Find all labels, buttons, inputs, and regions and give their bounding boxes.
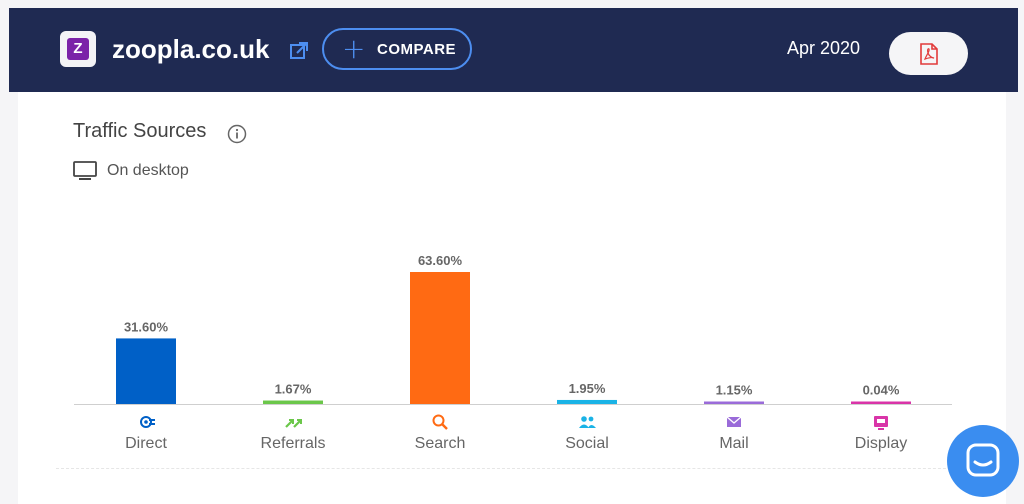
plus-icon: + — [342, 32, 366, 65]
category-label-social: Social — [565, 435, 609, 452]
logo-letter: Z — [67, 38, 89, 60]
compare-button[interactable]: + COMPARE — [322, 28, 472, 70]
bar-mail — [704, 401, 764, 404]
pdf-export-button[interactable] — [889, 32, 968, 75]
value-label-mail: 1.15% — [716, 383, 753, 398]
compare-label: COMPARE — [377, 41, 457, 58]
value-label-display: 0.04% — [863, 383, 900, 398]
chat-button[interactable] — [947, 425, 1019, 497]
value-label-search: 63.60% — [418, 253, 463, 268]
display-icon — [874, 416, 888, 430]
value-label-referrals: 1.67% — [275, 382, 312, 397]
bar-direct — [116, 338, 176, 404]
pdf-icon — [920, 43, 938, 65]
desktop-icon — [73, 161, 97, 180]
info-icon[interactable] — [227, 124, 247, 144]
bar-search — [410, 272, 470, 404]
top-header: Z zoopla.co.uk + COMPARE Apr 2020 — [9, 8, 1018, 92]
divider — [56, 468, 976, 469]
card-title: Traffic Sources — [73, 120, 207, 142]
referrals-icon — [285, 419, 302, 428]
mail-icon — [726, 416, 742, 427]
category-label-referrals: Referrals — [261, 435, 326, 452]
bar-social — [557, 399, 617, 404]
site-name: zoopla.co.uk — [112, 34, 270, 64]
site-logo: Z — [60, 31, 96, 67]
device-label: On desktop — [107, 162, 189, 179]
external-link-icon[interactable] — [289, 41, 309, 61]
value-label-direct: 31.60% — [124, 319, 169, 334]
bar-display — [851, 401, 911, 404]
search-icon — [432, 414, 448, 430]
traffic-sources-chart: 31.60% Direct 1.67% Referrals 63.60% Search 1.… — [74, 253, 952, 452]
category-label-search: Search — [415, 435, 466, 452]
chat-icon — [966, 443, 1000, 477]
traffic-sources-card: Traffic Sources On desktop 31.60% Direct 1… — [18, 92, 1006, 504]
value-label-social: 1.95% — [569, 381, 606, 396]
social-icon — [579, 416, 596, 428]
direct-icon — [140, 416, 155, 428]
category-label-display: Display — [855, 435, 907, 452]
category-label-mail: Mail — [719, 435, 748, 452]
category-label-direct: Direct — [125, 435, 167, 452]
date-selector[interactable]: Apr 2020 — [787, 38, 861, 58]
bar-referrals — [263, 400, 323, 404]
